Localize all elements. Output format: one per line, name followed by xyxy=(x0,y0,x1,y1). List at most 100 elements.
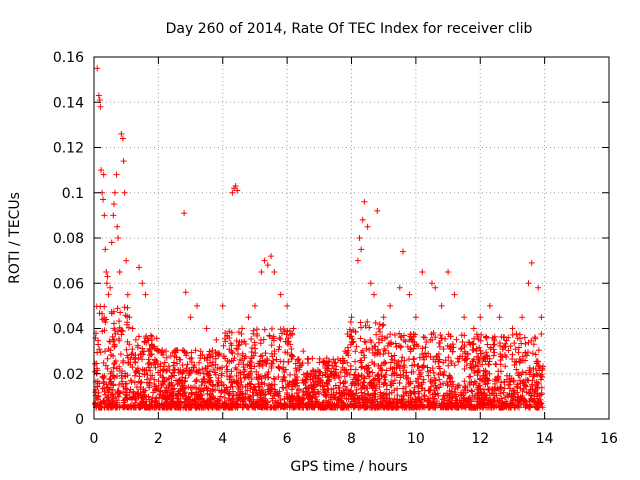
data-point xyxy=(453,393,460,400)
data-point xyxy=(145,356,152,363)
data-point xyxy=(201,404,208,411)
data-point xyxy=(233,337,240,344)
data-point xyxy=(521,381,528,388)
data-point xyxy=(226,391,233,398)
data-point xyxy=(146,345,153,352)
data-point xyxy=(124,352,131,359)
data-point xyxy=(99,328,106,335)
data-point xyxy=(250,401,257,408)
data-point xyxy=(268,253,275,260)
data-point xyxy=(484,341,491,348)
data-point xyxy=(485,386,492,393)
data-point xyxy=(100,171,107,178)
data-point xyxy=(350,338,357,345)
data-point xyxy=(375,325,382,332)
data-point xyxy=(467,360,474,367)
data-point xyxy=(287,341,294,348)
data-point xyxy=(227,383,234,390)
data-point xyxy=(397,343,404,350)
data-point xyxy=(324,367,331,374)
data-point xyxy=(143,404,150,411)
data-point xyxy=(372,394,379,401)
data-point xyxy=(422,344,429,351)
data-point xyxy=(501,378,508,385)
data-point xyxy=(92,399,99,406)
data-point xyxy=(432,334,439,341)
data-point xyxy=(108,308,115,315)
data-point xyxy=(366,346,373,353)
data-point xyxy=(169,386,176,393)
data-point xyxy=(160,374,167,381)
y-tick-label: 0.1 xyxy=(62,186,84,202)
data-point xyxy=(440,372,447,379)
data-point xyxy=(234,187,241,194)
data-point xyxy=(295,355,302,362)
data-point xyxy=(282,384,289,391)
data-point xyxy=(369,404,376,411)
data-point xyxy=(517,394,524,401)
data-point xyxy=(123,346,130,353)
data-point xyxy=(321,383,328,390)
data-point xyxy=(512,346,519,353)
data-point xyxy=(293,367,300,374)
data-point xyxy=(220,402,227,409)
data-point xyxy=(122,385,129,392)
data-point xyxy=(247,358,254,365)
data-point xyxy=(117,309,124,316)
data-point xyxy=(411,384,418,391)
data-point xyxy=(174,391,181,398)
data-point xyxy=(308,400,315,407)
data-point xyxy=(203,325,210,332)
data-point xyxy=(129,325,136,332)
data-point xyxy=(321,359,328,366)
data-point xyxy=(214,382,221,389)
y-axis-label: ROTI / TECUs xyxy=(7,192,23,284)
data-point xyxy=(420,376,427,383)
data-point xyxy=(380,381,387,388)
data-point xyxy=(331,370,338,377)
data-point xyxy=(262,391,269,398)
data-point xyxy=(368,379,375,386)
data-point xyxy=(355,381,362,388)
data-point xyxy=(518,340,525,347)
x-tick-label: 8 xyxy=(347,431,356,447)
data-point xyxy=(494,385,501,392)
x-tick-label: 2 xyxy=(154,431,163,447)
data-point xyxy=(377,328,384,335)
data-point xyxy=(207,374,214,381)
data-point xyxy=(397,371,404,378)
data-point xyxy=(140,351,147,358)
data-point xyxy=(144,379,151,386)
data-point xyxy=(104,355,111,362)
data-point xyxy=(176,376,183,383)
x-tick-label: 6 xyxy=(283,431,292,447)
data-point xyxy=(475,389,482,396)
data-point xyxy=(477,347,484,354)
data-point xyxy=(406,336,413,343)
data-point xyxy=(436,384,443,391)
data-point xyxy=(304,370,311,377)
data-point xyxy=(102,246,109,253)
data-point xyxy=(110,201,117,208)
data-point xyxy=(358,324,365,331)
data-point xyxy=(275,393,282,400)
data-point xyxy=(268,342,275,349)
data-point xyxy=(461,342,468,349)
data-point xyxy=(262,374,269,381)
data-point xyxy=(486,370,493,377)
data-point xyxy=(323,379,330,386)
data-point xyxy=(199,352,206,359)
data-point xyxy=(223,402,230,409)
data-point xyxy=(209,386,216,393)
data-point xyxy=(343,404,350,411)
data-point xyxy=(110,364,117,371)
data-point xyxy=(158,349,165,356)
data-point xyxy=(535,284,542,291)
data-point xyxy=(335,396,342,403)
data-point xyxy=(497,402,504,409)
data-point xyxy=(396,330,403,337)
data-point xyxy=(349,339,356,346)
data-point xyxy=(270,375,277,382)
data-point xyxy=(115,393,122,400)
data-point xyxy=(300,379,307,386)
